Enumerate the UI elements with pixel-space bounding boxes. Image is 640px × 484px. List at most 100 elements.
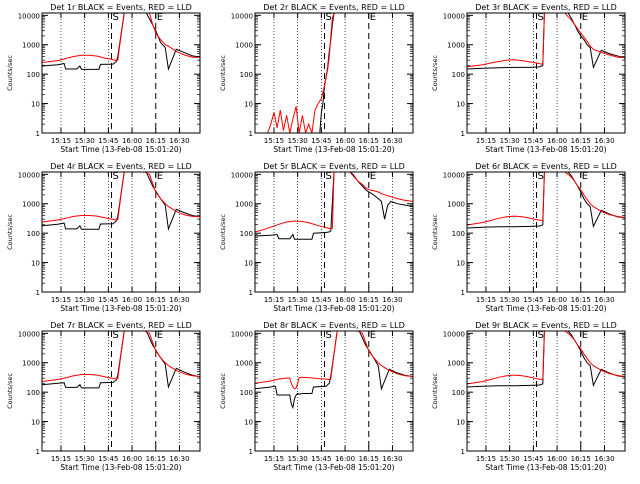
x-tick-label: 16:15 <box>359 296 379 304</box>
x-tick-label: 15:45 <box>523 455 543 463</box>
y-tick-label: 1 <box>36 448 40 456</box>
plot-frame <box>466 330 626 452</box>
y-tick-label: 10000 <box>443 171 465 179</box>
x-tick-label: 16:30 <box>594 455 614 463</box>
x-tick-label: 15:30 <box>288 455 308 463</box>
plot-frame <box>466 12 626 134</box>
y-tick-label: 100 <box>240 389 253 397</box>
plot-frame <box>254 330 414 452</box>
x-tick-label: 15:15 <box>264 296 284 304</box>
panel-title: Det 4r BLACK = Events, RED = LLD <box>50 162 192 171</box>
marker-label-S: S <box>113 171 119 182</box>
x-tick-label: 15:15 <box>476 455 496 463</box>
panel-title: Det 1r BLACK = Events, RED = LLD <box>50 3 192 12</box>
x-tick-label: 16:15 <box>571 455 591 463</box>
y-tick-label: 10 <box>456 101 465 109</box>
y-tick-label: 10000 <box>443 12 465 20</box>
marker-label-E: E <box>370 330 376 341</box>
marker-label-E: E <box>157 330 163 341</box>
x-tick-label: 15:15 <box>51 296 71 304</box>
y-tick-label: 10000 <box>231 12 253 20</box>
x-tick-label: 16:15 <box>146 296 166 304</box>
x-tick-label: 16:00 <box>547 296 567 304</box>
series-line-events <box>42 172 200 231</box>
y-tick-label: 1000 <box>447 360 465 368</box>
y-tick-label: 1000 <box>22 360 40 368</box>
series-line-events <box>467 331 625 388</box>
x-tick-label: 16:30 <box>382 296 402 304</box>
x-tick-label: 16:30 <box>382 455 402 463</box>
y-tick-label: 1000 <box>235 42 253 50</box>
x-tick-label: 16:30 <box>382 137 402 145</box>
y-tick-label: 10000 <box>231 330 253 338</box>
y-tick-label: 1000 <box>22 42 40 50</box>
y-tick-label: 1 <box>461 130 465 138</box>
x-axis-label: Start Time (13-Feb-08 15:01:20) <box>485 145 606 154</box>
panel-title: Det 5r BLACK = Events, RED = LLD <box>263 162 405 171</box>
panel-title: Det 3r BLACK = Events, RED = LLD <box>475 3 617 12</box>
y-axis-label: Counts/sec <box>6 214 14 250</box>
marker-label-S: S <box>326 12 332 23</box>
x-tick-label: 15:30 <box>75 455 95 463</box>
y-axis-label: Counts/sec <box>6 373 14 409</box>
x-tick-label: 16:30 <box>594 137 614 145</box>
y-tick-label: 1 <box>249 130 253 138</box>
y-tick-label: 1 <box>36 289 40 297</box>
y-axis-label: Counts/sec <box>431 214 439 250</box>
marker-label-E: E <box>582 330 588 341</box>
x-tick-label: 16:15 <box>571 137 591 145</box>
y-tick-label: 1000 <box>235 201 253 209</box>
y-tick-label: 10 <box>31 419 40 427</box>
y-tick-label: 100 <box>27 230 40 238</box>
y-tick-label: 10000 <box>231 171 253 179</box>
x-tick-label: 15:30 <box>500 137 520 145</box>
panel-title: Det 8r BLACK = Events, RED = LLD <box>263 321 405 330</box>
x-tick-label: 15:45 <box>98 455 118 463</box>
plot-frame <box>466 171 626 293</box>
x-tick-label: 15:15 <box>51 455 71 463</box>
panel-title: Det 2r BLACK = Events, RED = LLD <box>263 3 405 12</box>
y-tick-label: 1000 <box>447 201 465 209</box>
y-tick-label: 100 <box>452 230 465 238</box>
y-axis-label: Counts/sec <box>219 373 227 409</box>
x-tick-label: 16:00 <box>335 137 355 145</box>
x-tick-label: 15:45 <box>98 296 118 304</box>
x-tick-label: 15:45 <box>311 296 331 304</box>
marker-label-S: S <box>538 330 544 341</box>
y-tick-label: 100 <box>27 389 40 397</box>
x-tick-label: 16:30 <box>169 455 189 463</box>
marker-label-E: E <box>157 171 163 182</box>
y-tick-label: 10000 <box>443 330 465 338</box>
x-axis-label: Start Time (13-Feb-08 15:01:20) <box>485 463 606 472</box>
panel-title: Det 9r BLACK = Events, RED = LLD <box>475 321 617 330</box>
x-tick-label: 15:45 <box>311 455 331 463</box>
y-axis-label: Counts/sec <box>431 55 439 91</box>
x-tick-label: 16:15 <box>146 455 166 463</box>
x-axis-label: Start Time (13-Feb-08 15:01:20) <box>60 304 181 313</box>
series-line-lld <box>42 331 200 382</box>
series-line-events <box>42 13 200 71</box>
x-tick-label: 15:30 <box>500 296 520 304</box>
x-tick-label: 16:30 <box>169 296 189 304</box>
y-tick-label: 100 <box>452 389 465 397</box>
x-tick-label: 16:00 <box>122 296 142 304</box>
series-line-lld <box>267 13 335 133</box>
y-tick-label: 100 <box>452 71 465 79</box>
x-tick-label: 16:00 <box>547 455 567 463</box>
x-tick-label: 16:15 <box>571 296 591 304</box>
y-tick-label: 100 <box>240 230 253 238</box>
y-tick-label: 100 <box>240 71 253 79</box>
y-tick-label: 10 <box>244 101 253 109</box>
y-tick-label: 1000 <box>235 360 253 368</box>
plot-frame <box>254 171 414 293</box>
series-line-lld <box>42 172 200 223</box>
marker-label-E: E <box>370 12 376 23</box>
x-tick-label: 15:30 <box>500 455 520 463</box>
x-tick-label: 16:00 <box>335 455 355 463</box>
